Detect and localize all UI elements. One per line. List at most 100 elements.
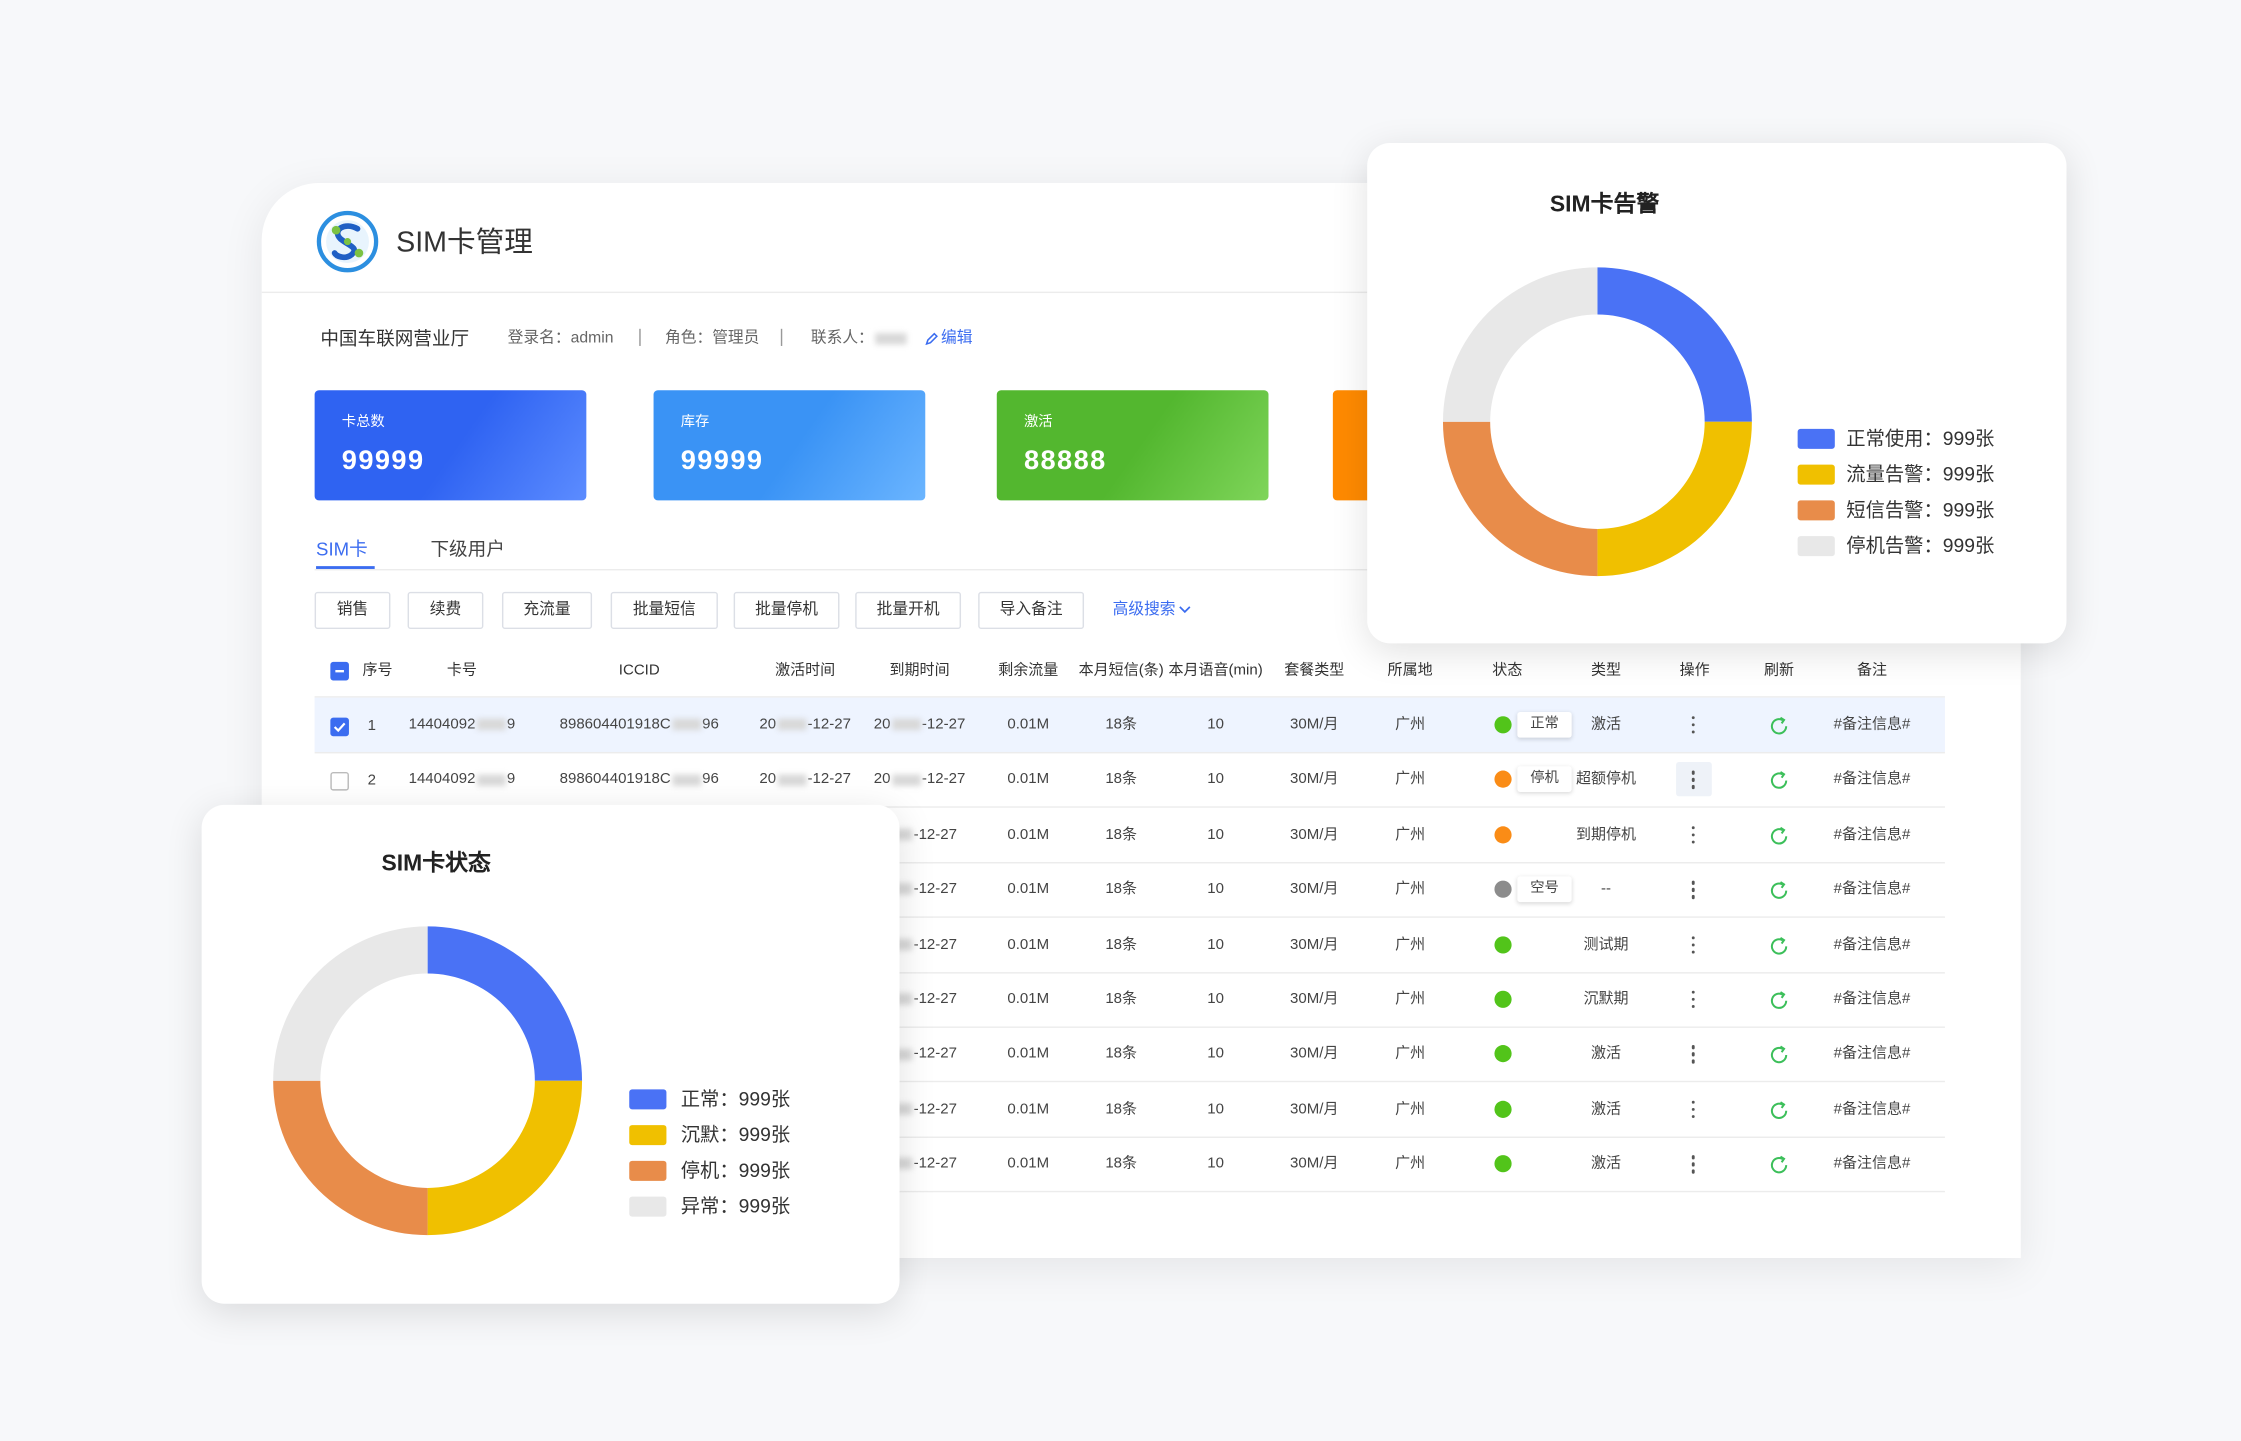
status-tag: 正常 xyxy=(1517,711,1572,738)
status-dot xyxy=(1494,716,1512,734)
button[interactable]: 批量停机 xyxy=(733,591,840,630)
dot xyxy=(1691,1107,1696,1112)
refresh-button[interactable] xyxy=(1769,716,1789,736)
more-button[interactable] xyxy=(1676,762,1712,797)
chart-title: SIM卡状态 xyxy=(381,852,491,877)
more-button[interactable] xyxy=(1676,1147,1712,1181)
button[interactable]: 导入备注 xyxy=(978,591,1085,630)
cell-text: 898604401918C xyxy=(559,770,671,788)
dot xyxy=(1691,1052,1696,1057)
legend-label: 流量告警：999张 xyxy=(1846,463,1995,485)
column-header: 序号 xyxy=(362,661,393,679)
cell: 0.01M xyxy=(1007,880,1050,898)
dot xyxy=(1691,840,1696,844)
dot xyxy=(1691,990,1696,995)
refresh-button[interactable] xyxy=(1769,771,1789,791)
cell-text: 20 xyxy=(873,770,891,788)
cell: #备注信息# xyxy=(1833,825,1911,843)
advanced-search[interactable]: 高级搜索 xyxy=(1113,602,1192,619)
column-header: 类型 xyxy=(1590,661,1622,679)
row-highlight xyxy=(314,697,1945,752)
more-button[interactable] xyxy=(1676,1092,1712,1126)
status-tag: 停机 xyxy=(1517,766,1572,793)
dot xyxy=(1691,826,1696,830)
more-button[interactable] xyxy=(1676,817,1712,851)
legend-swatch xyxy=(1797,428,1835,449)
cell: 30M/月 xyxy=(1290,1045,1339,1063)
cell: 广州 xyxy=(1395,825,1426,843)
cell: 广州 xyxy=(1395,770,1426,788)
page-title: SIM卡管理 xyxy=(396,227,533,259)
refresh-button[interactable] xyxy=(1769,881,1789,901)
button[interactable]: 销售 xyxy=(314,591,391,630)
refresh-button[interactable] xyxy=(1769,1046,1789,1066)
cell: 18条 xyxy=(1105,1100,1138,1118)
refresh-button[interactable] xyxy=(1769,1155,1789,1175)
row-divider xyxy=(314,971,1945,973)
cell: 广州 xyxy=(1395,715,1426,734)
more-button[interactable] xyxy=(1676,927,1712,961)
cell: 898604401918C 96 xyxy=(560,772,719,787)
refresh-button[interactable] xyxy=(1769,826,1789,846)
cell-text: -12-27 xyxy=(913,1100,957,1118)
cell-text: 898604401918C xyxy=(559,715,671,734)
legend-swatch xyxy=(629,1089,667,1110)
info-org: 中国车联网营业厅 xyxy=(320,328,470,350)
button[interactable]: 充流量 xyxy=(501,591,593,630)
cell: 10 xyxy=(1207,1100,1224,1118)
dot xyxy=(1691,895,1696,899)
column-header: ICCID xyxy=(618,661,660,679)
more-button[interactable] xyxy=(1676,982,1712,1016)
button[interactable]: 批量开机 xyxy=(855,591,962,630)
cell-text: -12-27 xyxy=(913,1045,957,1063)
info-contact: 联系人： xyxy=(810,329,874,347)
dot xyxy=(1691,942,1696,947)
cell: 14404092 9 xyxy=(409,717,516,732)
checkbox[interactable] xyxy=(329,716,349,736)
cell: 0.01M xyxy=(1007,1100,1050,1118)
row-divider xyxy=(314,1136,1945,1138)
cell-text: 14404092 xyxy=(408,770,476,788)
cell: 10 xyxy=(1207,1045,1224,1063)
refresh-button[interactable] xyxy=(1769,991,1789,1011)
cell: 激活 xyxy=(1590,1155,1622,1173)
cell: 超额停机 xyxy=(1575,770,1637,788)
cell: 18条 xyxy=(1105,1155,1138,1173)
tab[interactable]: 下级用户 xyxy=(430,538,505,560)
info-role: 角色：管理员 xyxy=(664,329,760,347)
cell: 沉默期 xyxy=(1583,990,1629,1008)
more-button[interactable] xyxy=(1676,872,1712,906)
dot xyxy=(1691,833,1696,837)
cell: 激活 xyxy=(1590,715,1622,734)
cell: 0.01M xyxy=(1007,935,1050,953)
checkbox[interactable] xyxy=(329,661,349,680)
dot xyxy=(1691,1114,1696,1119)
edit-link[interactable]: 编辑 xyxy=(925,330,972,347)
cell: 测试期 xyxy=(1583,935,1629,953)
cell-text: 20 xyxy=(759,770,777,788)
refresh-button[interactable] xyxy=(1769,936,1789,956)
legend-label: 沉默：999张 xyxy=(680,1124,791,1146)
cell: 激活 xyxy=(1590,1100,1622,1118)
stat-label: 激活 xyxy=(1023,414,1053,431)
dot xyxy=(1691,950,1696,954)
cell: 30M/月 xyxy=(1290,770,1339,788)
dot xyxy=(1691,1100,1696,1104)
tab[interactable]: SIM卡 xyxy=(316,538,368,560)
button[interactable]: 批量短信 xyxy=(610,591,718,630)
more-button[interactable] xyxy=(1676,708,1712,742)
refresh-button[interactable] xyxy=(1769,1101,1789,1121)
cell: 18条 xyxy=(1105,935,1138,953)
legend-label: 正常：999张 xyxy=(680,1088,791,1110)
column-header: 本月短信(条) xyxy=(1078,661,1164,679)
button[interactable]: 续费 xyxy=(407,591,484,630)
column-header: 所属地 xyxy=(1387,661,1433,679)
checkbox[interactable] xyxy=(329,771,349,791)
status-tag-text: 空号 xyxy=(1530,880,1559,897)
more-button[interactable] xyxy=(1676,1037,1712,1071)
cell: 到期停机 xyxy=(1575,825,1637,843)
dot xyxy=(1691,1059,1696,1064)
row-divider xyxy=(314,861,1945,864)
column-header: 备注 xyxy=(1856,661,1888,679)
